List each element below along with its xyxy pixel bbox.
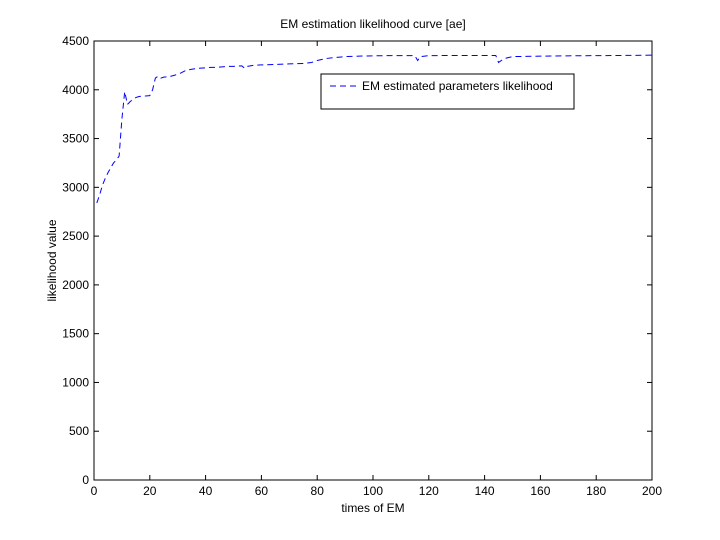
y-axis-label: likelihood value (45, 219, 59, 301)
x-tick-label: 80 (311, 484, 325, 498)
x-tick-label: 140 (475, 484, 495, 498)
legend: EM estimated parameters likelihood (320, 73, 575, 110)
y-axis-ticks: 0 500 1000 1500 2000 2500 3000 3500 4000 4500 (62, 34, 652, 487)
x-tick-label: 40 (199, 484, 213, 498)
chart-title: EM estimation likelihood curve [ae] (280, 17, 465, 31)
legend-entry-label: EM estimated parameters likelihood (362, 79, 553, 93)
y-tick-label: 0 (82, 473, 89, 487)
x-tick-label: 0 (91, 484, 98, 498)
y-tick-label: 2500 (62, 229, 89, 243)
y-tick-label: 2000 (62, 278, 89, 292)
x-tick-label: 160 (530, 484, 550, 498)
x-tick-label: 200 (642, 484, 662, 498)
y-tick-label: 4000 (62, 83, 89, 97)
y-tick-label: 3000 (62, 180, 89, 194)
legend-box (320, 73, 575, 110)
plot-area (94, 41, 652, 480)
x-tick-label: 120 (419, 484, 439, 498)
x-tick-label: 100 (363, 484, 383, 498)
y-tick-label: 1500 (62, 327, 89, 341)
x-axis-label: times of EM (341, 501, 404, 515)
x-tick-label: 60 (255, 484, 269, 498)
x-tick-label: 20 (143, 484, 157, 498)
y-tick-label: 3500 (62, 132, 89, 146)
x-axis-ticks: 0 20 40 60 80 100 120 140 160 180 200 (91, 41, 662, 498)
y-tick-label: 4500 (62, 34, 89, 48)
y-tick-label: 500 (69, 424, 89, 438)
x-tick-label: 180 (586, 484, 606, 498)
series-line-likelihood (96, 54, 653, 204)
y-tick-label: 1000 (62, 375, 89, 389)
